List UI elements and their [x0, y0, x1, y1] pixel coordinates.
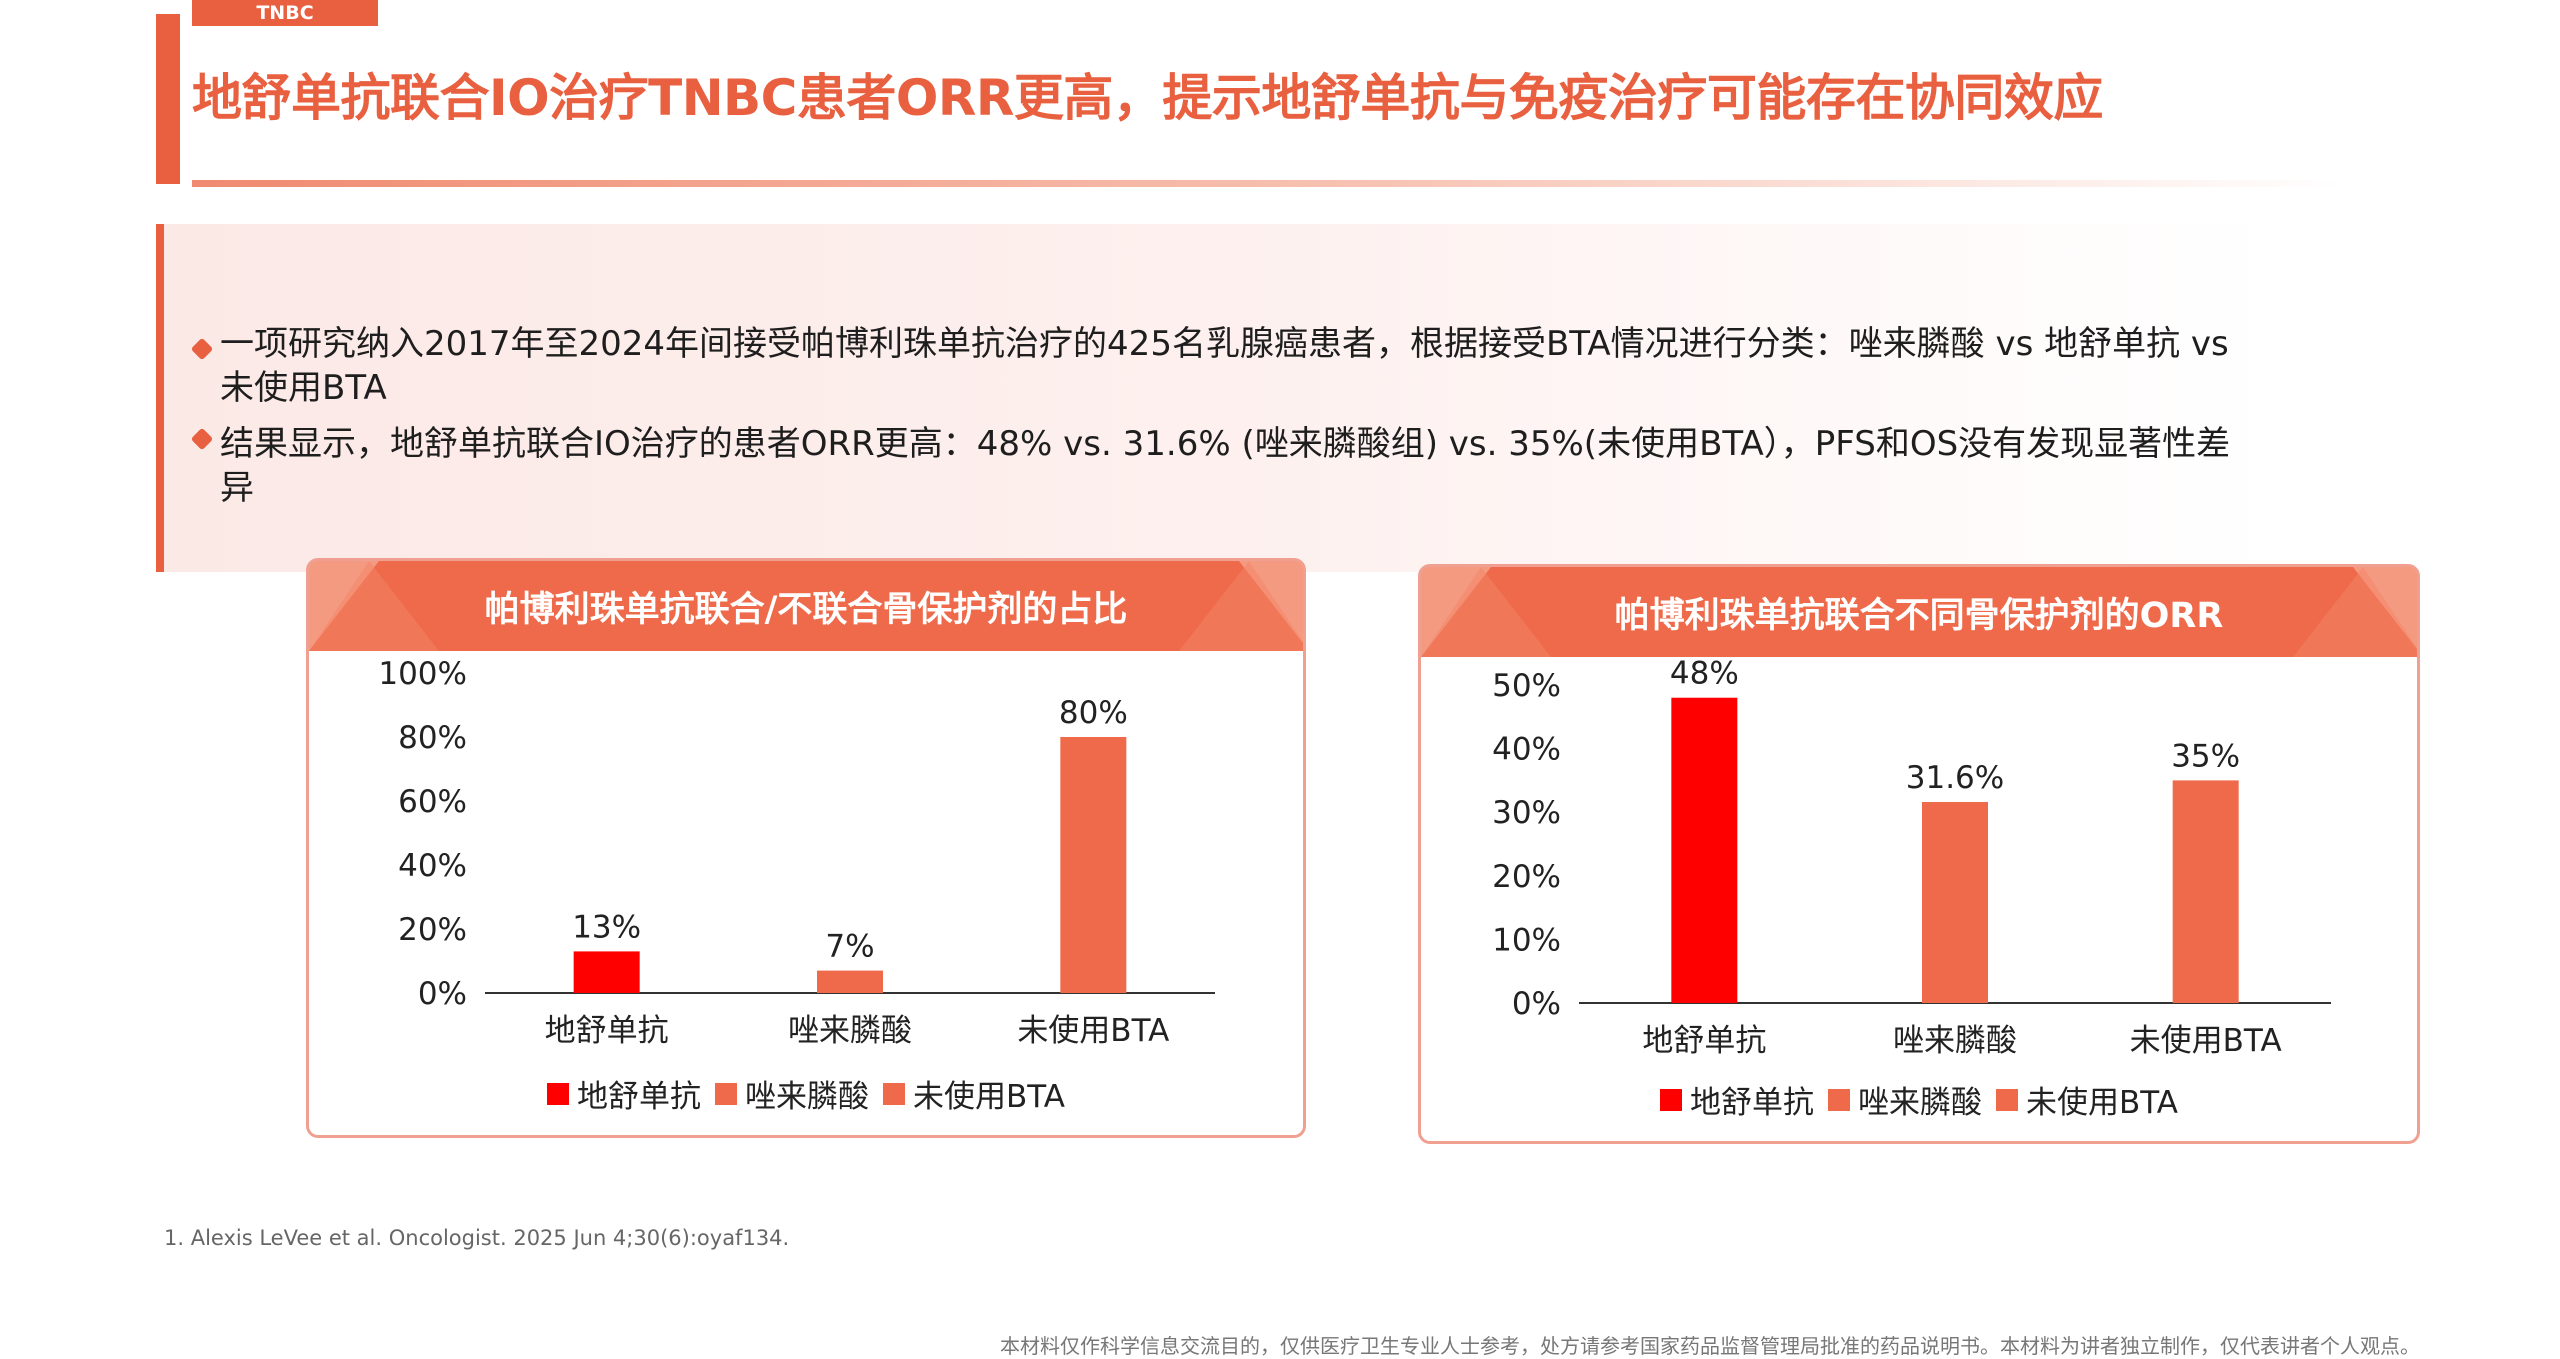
y-tick-label: 0% — [418, 976, 467, 1012]
legend-swatch — [1827, 1088, 1850, 1111]
summary-bullet-1: 一项研究纳入2017年至2024年间接受帕博利珠单抗治疗的425名乳腺癌患者，根… — [220, 324, 2229, 408]
data-label: 7% — [825, 929, 874, 965]
legend-swatch — [1995, 1088, 2018, 1111]
y-tick-label: 0% — [1512, 986, 1561, 1022]
header-decoration — [1421, 567, 2417, 657]
summary-box: 一项研究纳入2017年至2024年间接受帕博利珠单抗治疗的425名乳腺癌患者，根… — [156, 224, 2276, 572]
bar — [817, 970, 883, 993]
bar — [1922, 802, 1988, 1003]
legend-swatch — [882, 1082, 905, 1105]
y-tick-label: 50% — [1492, 668, 1561, 704]
x-tick-label: 未使用BTA — [2130, 1023, 2282, 1059]
chart-1-title: 帕博利珠单抗联合/不联合骨保护剂的占比 — [484, 589, 1128, 630]
bullet-icon — [190, 427, 214, 451]
y-tick-label: 40% — [398, 848, 467, 884]
legend-label: 地舒单抗 — [576, 1079, 701, 1115]
legend-label: 唑来膦酸 — [744, 1079, 869, 1115]
data-label: 31.6% — [1906, 760, 2004, 796]
bar — [1060, 737, 1127, 993]
y-tick-label: 100% — [378, 656, 467, 692]
data-label: 13% — [572, 909, 641, 945]
x-tick-label: 唑来膦酸 — [1893, 1023, 2017, 1059]
y-tick-label: 10% — [1492, 922, 1561, 958]
chart-2-header: 帕博利珠单抗联合不同骨保护剂的ORR — [1421, 567, 2417, 657]
bullet-icon — [190, 337, 214, 361]
bar — [573, 951, 640, 993]
x-tick-label: 地舒单抗 — [1642, 1023, 1766, 1059]
x-tick-label: 未使用BTA — [1017, 1013, 1169, 1049]
y-tick-label: 20% — [398, 912, 467, 948]
title-divider — [192, 180, 2342, 187]
legend-label: 未使用BTA — [912, 1079, 1065, 1115]
y-tick-label: 40% — [1492, 732, 1561, 768]
y-tick-label: 80% — [398, 720, 467, 756]
title-accent-bar — [156, 14, 180, 184]
legend-item: 未使用BTA — [882, 1071, 1065, 1116]
chart-2-plot: 0% 10% 20% 30% 40% 50% 48% 地舒单抗 31.6% 唑来膦酸 35% 未使用B… — [1492, 656, 2331, 1059]
legend-label: 未使用BTA — [2025, 1085, 2178, 1121]
bar — [2172, 780, 2239, 1003]
legend-item: 地舒单抗 — [546, 1071, 701, 1116]
disclaimer: 本材料仅作科学信息交流目的，仅供医疗卫生专业人士参考，处方请参考国家药品监督管理… — [1000, 1334, 2420, 1358]
chart-1-legend: 地舒单抗 唑来膦酸 未使用BTA — [309, 1071, 1303, 1116]
y-tick-label: 20% — [1492, 859, 1561, 895]
chart-1-header: 帕博利珠单抗联合/不联合骨保护剂的占比 — [309, 561, 1303, 651]
y-tick-label: 60% — [398, 784, 467, 820]
legend-item: 唑来膦酸 — [714, 1071, 869, 1116]
page-title: 地舒单抗联合IO治疗TNBC患者ORR更高，提示地舒单抗与免疫治疗可能存在协同效… — [192, 69, 2103, 127]
legend-swatch — [1659, 1088, 1682, 1111]
legend-item: 未使用BTA — [1995, 1077, 2178, 1122]
footnote: 1. Alexis LeVee et al. Oncologist. 2025 … — [164, 1226, 790, 1250]
legend-item: 唑来膦酸 — [1827, 1077, 1982, 1122]
x-tick-label: 地舒单抗 — [545, 1013, 669, 1049]
x-tick-label: 唑来膦酸 — [788, 1013, 912, 1049]
y-tick-label: 30% — [1492, 795, 1561, 831]
chart-panel-1: 帕博利珠单抗联合/不联合骨保护剂的占比 0% 20% 40% 60% 80% 100% 13… — [306, 558, 1306, 1138]
chart-2-title: 帕博利珠单抗联合不同骨保护剂的ORR — [1614, 595, 2224, 636]
data-label: 48% — [1670, 656, 1739, 692]
legend-swatch — [714, 1082, 737, 1105]
chart-panel-2: 帕博利珠单抗联合不同骨保护剂的ORR 0% 10% 20% 30% 40% 50% 48% 地… — [1418, 564, 2420, 1144]
chart-1-plot: 0% 20% 40% 60% 80% 100% 13% 地舒单抗 7% 唑来膦酸 80% 未使用BTA — [378, 656, 1215, 1049]
data-label: 80% — [1059, 695, 1128, 731]
legend-swatch — [546, 1082, 569, 1105]
section-tag: TNBC — [192, 0, 378, 26]
data-label: 35% — [2171, 738, 2240, 774]
chart-2-legend: 地舒单抗 唑来膦酸 未使用BTA — [1421, 1077, 2417, 1122]
legend-label: 地舒单抗 — [1689, 1085, 1814, 1121]
legend-item: 地舒单抗 — [1659, 1077, 1814, 1122]
summary-bullet-2: 结果显示，地舒单抗联合IO治疗的患者ORR更高：48% vs. 31.6% (唑… — [220, 424, 2231, 508]
bar — [1671, 697, 1738, 1003]
legend-label: 唑来膦酸 — [1857, 1085, 1982, 1121]
header-decoration — [309, 561, 1303, 651]
